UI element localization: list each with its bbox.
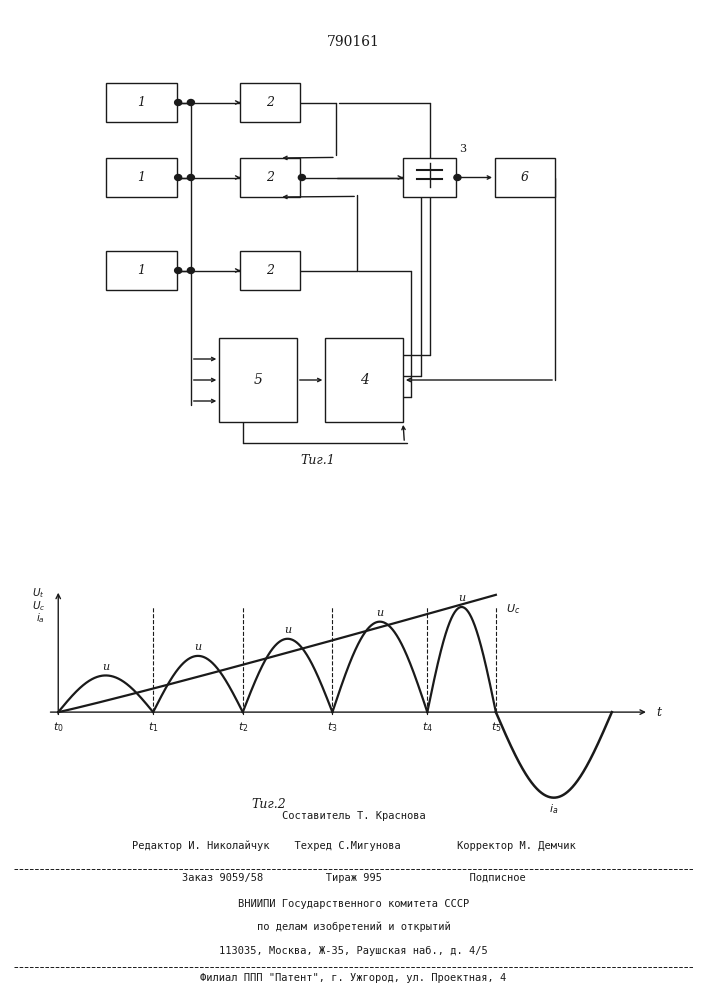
- Bar: [219, 338, 297, 422]
- Bar: [403, 158, 456, 197]
- Text: Τиг.2: Τиг.2: [252, 798, 286, 811]
- Text: $t_4$: $t_4$: [422, 721, 433, 734]
- Text: Τиг.1: Τиг.1: [300, 454, 336, 468]
- Circle shape: [175, 267, 182, 273]
- Circle shape: [454, 174, 461, 180]
- Bar: [325, 338, 403, 422]
- Text: Составитель Т. Краснова: Составитель Т. Краснова: [281, 811, 426, 821]
- Text: по делам изобретений и открытий: по делам изобретений и открытий: [257, 922, 450, 932]
- Circle shape: [187, 267, 194, 273]
- Text: $U_c$: $U_c$: [506, 603, 520, 616]
- Text: $t_3$: $t_3$: [327, 721, 338, 734]
- Text: 2: 2: [267, 264, 274, 277]
- Text: $U_c$: $U_c$: [32, 599, 45, 613]
- Text: u: u: [194, 642, 201, 652]
- Bar: [240, 83, 300, 122]
- Text: 1: 1: [137, 96, 146, 109]
- Bar: [106, 83, 177, 122]
- Bar: [106, 158, 177, 197]
- Circle shape: [298, 174, 305, 180]
- Circle shape: [175, 174, 182, 180]
- Text: Редактор И. Николайчук    Техред С.Мигунова         Корректор М. Демчик: Редактор И. Николайчук Техред С.Мигунова…: [132, 840, 575, 851]
- Text: u: u: [376, 608, 383, 618]
- Text: 2: 2: [267, 96, 274, 109]
- Text: $t_5$: $t_5$: [491, 721, 501, 734]
- Text: u: u: [102, 662, 110, 672]
- Circle shape: [175, 100, 182, 105]
- Text: u: u: [284, 625, 291, 635]
- Text: $t_2$: $t_2$: [238, 721, 248, 734]
- Text: $i_a$: $i_a$: [549, 803, 559, 816]
- Text: 1: 1: [137, 171, 146, 184]
- Text: 4: 4: [360, 373, 368, 387]
- Text: 113035, Москва, Ж-35, Раушская наб., д. 4/5: 113035, Москва, Ж-35, Раушская наб., д. …: [219, 945, 488, 956]
- Circle shape: [187, 100, 194, 105]
- Text: u: u: [458, 593, 465, 603]
- Text: $t_0$: $t_0$: [53, 721, 64, 734]
- Bar: [240, 158, 300, 197]
- Text: 1: 1: [137, 264, 146, 277]
- Text: 790161: 790161: [327, 35, 380, 49]
- Bar: [495, 158, 555, 197]
- Text: $i_a$: $i_a$: [36, 611, 45, 625]
- Text: 2: 2: [267, 171, 274, 184]
- Text: t: t: [657, 706, 662, 719]
- Text: Филиал ППП "Патент", г. Ужгород, ул. Проектная, 4: Филиал ППП "Патент", г. Ужгород, ул. Про…: [200, 973, 507, 983]
- Text: ВНИИПИ Государственного комитета СССР: ВНИИПИ Государственного комитета СССР: [238, 899, 469, 909]
- Text: Заказ 9059/58          Тираж 995              Подписное: Заказ 9059/58 Тираж 995 Подписное: [182, 873, 525, 883]
- Text: 3: 3: [460, 144, 467, 154]
- Text: $t_1$: $t_1$: [148, 721, 158, 734]
- Bar: [240, 251, 300, 290]
- Circle shape: [187, 174, 194, 180]
- Text: $U_t$: $U_t$: [33, 587, 45, 600]
- Bar: [106, 251, 177, 290]
- Text: 6: 6: [521, 171, 529, 184]
- Text: 5: 5: [254, 373, 262, 387]
